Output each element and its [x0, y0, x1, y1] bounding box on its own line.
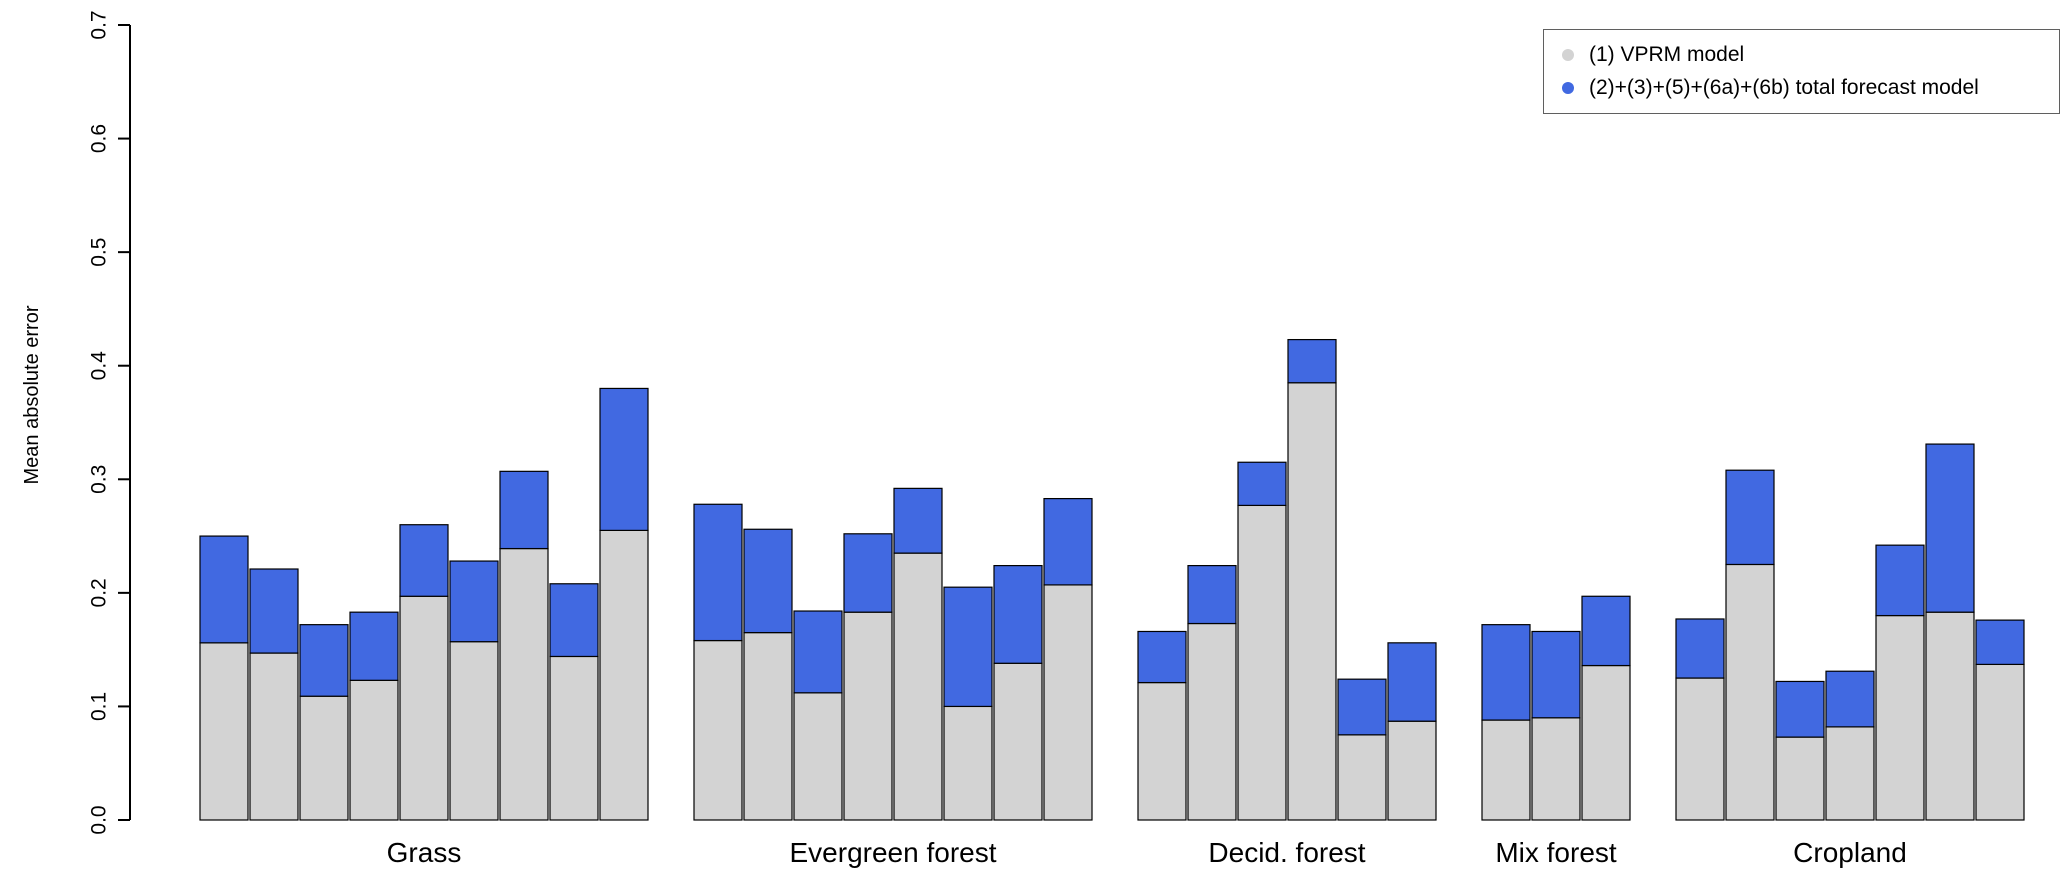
bar-vprm-segment [693, 639, 743, 821]
y-tick-label: 0.7 [88, 10, 111, 39]
bar-total-forecast-segment [549, 583, 599, 658]
bar-vprm-segment [1775, 736, 1825, 821]
bar-vprm-segment [843, 611, 893, 821]
bar-vprm-segment [499, 547, 549, 821]
bar-total-forecast-segment [1043, 497, 1093, 586]
legend-item-vprm: (1) VPRM model [1562, 43, 2041, 67]
bar-vprm-segment [599, 529, 649, 821]
x-group-label: Mix forest [1495, 837, 1617, 868]
bar-vprm-segment [249, 652, 299, 821]
y-tick-label: 0.0 [88, 805, 111, 834]
bar-total-forecast-segment [1675, 618, 1725, 679]
bar-total-forecast-segment [449, 560, 499, 643]
bar-total-forecast-segment [249, 568, 299, 654]
x-group-label: Evergreen forest [790, 837, 997, 868]
bar-vprm-segment [199, 642, 249, 821]
bar-vprm-segment [1137, 681, 1187, 821]
y-tick-label: 0.1 [88, 692, 111, 721]
bar-vprm-segment [549, 655, 599, 821]
bar-vprm-segment [1875, 614, 1925, 821]
bar-total-forecast-segment [1825, 670, 1875, 728]
bar-total-forecast-segment [199, 535, 249, 644]
bar-vprm-segment [1531, 717, 1581, 821]
bar-vprm-segment [1187, 622, 1237, 821]
legend-label-vprm: (1) VPRM model [1589, 43, 1745, 66]
y-tick-label: 0.3 [88, 465, 111, 494]
bar-total-forecast-segment [1387, 642, 1437, 722]
y-tick-label: 0.5 [88, 238, 111, 267]
bar-vprm-segment [1237, 504, 1287, 821]
legend-dot-total-forecast-icon [1562, 82, 1574, 94]
legend-label-total-forecast: (2)+(3)+(5)+(6a)+(6b) total forecast mod… [1589, 76, 1979, 99]
bar-vprm-segment [399, 595, 449, 821]
x-group-label: Cropland [1793, 837, 1907, 868]
bar-total-forecast-segment [1187, 564, 1237, 625]
bar-total-forecast-segment [743, 528, 793, 634]
bar-total-forecast-segment [1581, 595, 1631, 667]
bar-total-forecast-segment [1975, 619, 2025, 666]
bar-vprm-segment [743, 632, 793, 821]
bar-total-forecast-segment [1481, 624, 1531, 721]
bar-vprm-segment [1043, 584, 1093, 821]
y-tick-label: 0.6 [88, 124, 111, 153]
bar-vprm-segment [1337, 734, 1387, 821]
bar-total-forecast-segment [499, 470, 549, 550]
bar-total-forecast-segment [993, 564, 1043, 664]
bar-total-forecast-segment [693, 503, 743, 642]
bar-total-forecast-segment [1237, 461, 1287, 507]
bar-vprm-segment [993, 662, 1043, 821]
bar-total-forecast-segment [843, 533, 893, 613]
legend-item-total-forecast: (2)+(3)+(5)+(6a)+(6b) total forecast mod… [1562, 76, 2041, 100]
bar-vprm-segment [1481, 719, 1531, 821]
bar-vprm-segment [1975, 663, 2025, 821]
bar-total-forecast-segment [1287, 338, 1337, 384]
bar-vprm-segment [1925, 611, 1975, 821]
bar-total-forecast-segment [1337, 678, 1387, 736]
bar-vprm-segment [349, 679, 399, 821]
legend: (1) VPRM model (2)+(3)+(5)+(6a)+(6b) tot… [1543, 29, 2060, 114]
bar-total-forecast-segment [943, 586, 993, 708]
bar-vprm-segment [893, 552, 943, 821]
bar-total-forecast-segment [1531, 630, 1581, 719]
bar-vprm-segment [449, 641, 499, 821]
bar-vprm-segment [1825, 726, 1875, 821]
x-group-label: Grass [387, 837, 462, 868]
bar-vprm-segment [1725, 563, 1775, 821]
y-axis-title: Mean absolute error [21, 305, 43, 484]
bar-total-forecast-segment [599, 387, 649, 531]
plot-layer: 0.0 0.1 0.2 0.3 0.4 0.5 0.6 0.7 Grass Evergreen f… [88, 10, 2025, 868]
bar-vprm-segment [1287, 382, 1337, 821]
bar-vprm-segment [1675, 677, 1725, 821]
bar-total-forecast-segment [1925, 443, 1975, 613]
bar-total-forecast-segment [299, 624, 349, 697]
bar-vprm-segment [299, 695, 349, 821]
y-tick-label: 0.4 [88, 351, 111, 381]
bar-total-forecast-segment [349, 611, 399, 681]
y-tick-label: 0.2 [88, 578, 111, 607]
bar-total-forecast-segment [399, 524, 449, 597]
bar-total-forecast-segment [1775, 680, 1825, 738]
bar-total-forecast-segment [793, 610, 843, 694]
bar-vprm-segment [943, 705, 993, 821]
x-group-label: Decid. forest [1208, 837, 1365, 868]
bar-total-forecast-segment [1725, 469, 1775, 566]
bar-total-forecast-segment [893, 487, 943, 554]
legend-dot-vprm-icon [1562, 49, 1574, 61]
bar-vprm-segment [1581, 664, 1631, 821]
bar-total-forecast-segment [1875, 544, 1925, 617]
bar-vprm-segment [1387, 720, 1437, 821]
bar-total-forecast-segment [1137, 630, 1187, 684]
bar-vprm-segment [793, 692, 843, 821]
